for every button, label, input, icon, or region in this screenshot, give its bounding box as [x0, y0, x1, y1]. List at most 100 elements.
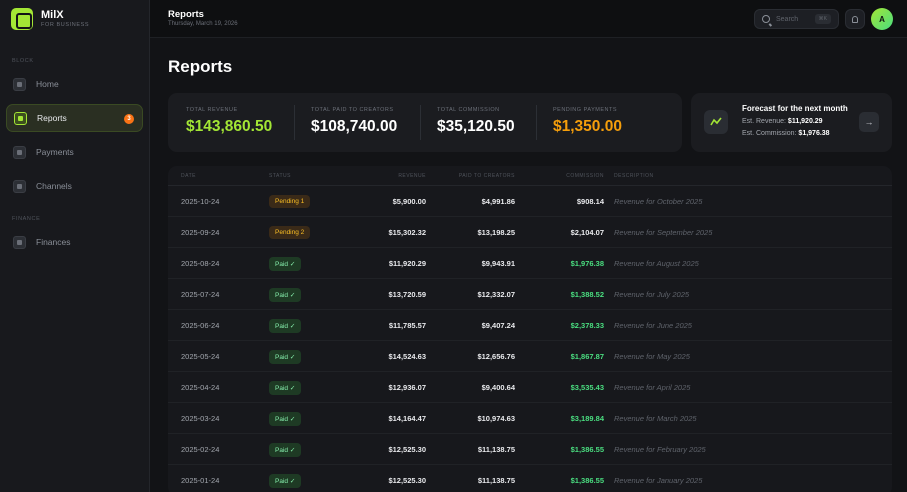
status-badge: Paid ✓ [269, 474, 302, 488]
sidebar-item-finances[interactable]: Finances [6, 228, 143, 256]
status-badge: Pending 2 [269, 226, 311, 239]
cell-date: 2025-01-24 [181, 476, 220, 485]
table-row[interactable]: 2025-04-24 Paid ✓ $12,936.07 $9,400.64 $3,53… [168, 372, 892, 403]
table-header: DATE STATUS REVENUE PAID TO CREATORS COM… [168, 166, 892, 186]
cell-date: 2025-06-24 [181, 321, 220, 330]
cell-description: Revenue for April 2025 [614, 383, 691, 392]
cell-description: Revenue for August 2025 [614, 259, 699, 268]
table-row[interactable]: 2025-09-24 Pending 2 $15,302.32 $13,198.25 $… [168, 217, 892, 248]
logo-icon [11, 8, 33, 30]
trend-icon [704, 110, 728, 134]
reports-table: DATE STATUS REVENUE PAID TO CREATORS COM… [168, 166, 892, 492]
cell-description: Revenue for January 2025 [614, 476, 703, 485]
cell-paid: $9,407.24 [481, 321, 515, 330]
cell-revenue: $15,302.32 [388, 228, 426, 237]
cell-paid: $11,138.75 [477, 476, 515, 485]
topbar-date: Thursday, March 19, 2026 [168, 21, 238, 27]
sidebar-item-payments[interactable]: Payments [6, 138, 143, 166]
stats-card: TOTAL REVENUE $143,860.50 TOTAL PAID TO … [168, 93, 682, 152]
sidebar-item-label: Payments [36, 147, 74, 157]
column-header-paid[interactable]: PAID TO CREATORS [458, 173, 515, 179]
stat-label: TOTAL PAID TO CREATORS [311, 107, 394, 113]
status-badge: Paid ✓ [269, 443, 302, 457]
cell-description: Revenue for September 2025 [614, 228, 713, 237]
cell-paid: $13,198.25 [477, 228, 515, 237]
sidebar-item-reports[interactable]: Reports 3 [6, 104, 143, 132]
column-header-commission[interactable]: COMMISSION [566, 173, 604, 179]
cell-paid: $12,332.07 [477, 290, 515, 299]
notifications-button[interactable] [845, 9, 865, 29]
table-row[interactable]: 2025-06-24 Paid ✓ $11,785.57 $9,407.24 $2,37… [168, 310, 892, 341]
cell-commission: $2,378.33 [570, 321, 604, 330]
sidebar-item-channels[interactable]: Channels [6, 172, 143, 200]
status-badge: Paid ✓ [269, 288, 302, 302]
column-header-description[interactable]: DESCRIPTION [614, 173, 654, 179]
cell-description: Revenue for June 2025 [614, 321, 692, 330]
shortcut-hint: ⌘K [814, 14, 831, 24]
search-icon [762, 15, 770, 23]
forecast-revenue-label: Est. Revenue: [742, 118, 786, 125]
table-row[interactable]: 2025-07-24 Paid ✓ $13,720.59 $12,332.07 $1,3… [168, 279, 892, 310]
cell-commission: $3,189.84 [570, 414, 604, 423]
search-input[interactable]: Search ⌘K [754, 9, 839, 29]
cell-description: Revenue for May 2025 [614, 352, 690, 361]
column-header-status[interactable]: STATUS [269, 173, 291, 179]
sidebar-section-label: BLOCK [12, 58, 34, 64]
topbar-title: Reports [168, 9, 204, 20]
cell-date: 2025-03-24 [181, 414, 220, 423]
page-title: Reports [168, 57, 233, 76]
stat-value: $143,860.50 [186, 118, 273, 135]
cell-revenue: $5,900.00 [392, 197, 426, 206]
cell-paid: $4,991.86 [481, 197, 515, 206]
status-badge: Paid ✓ [269, 412, 302, 426]
table-row[interactable]: 2025-08-24 Paid ✓ $11,920.29 $9,943.91 $1,97… [168, 248, 892, 279]
report-icon [14, 111, 27, 125]
forecast-commission-label: Est. Commission: [742, 130, 797, 137]
sidebar-item-home[interactable]: Home [6, 70, 143, 98]
status-badge: Paid ✓ [269, 257, 302, 271]
cell-revenue: $12,525.30 [388, 445, 426, 454]
status-pill: Paid ✓ [269, 381, 302, 395]
status-pill: Pending 1 [269, 195, 311, 208]
table-row[interactable]: 2025-05-24 Paid ✓ $14,524.63 $12,656.76 $1,8… [168, 341, 892, 372]
cell-description: Revenue for July 2025 [614, 290, 690, 299]
topbar: Reports Thursday, March 19, 2026 Search … [150, 0, 907, 38]
cell-paid: $10,974.63 [477, 414, 515, 423]
table-row[interactable]: 2025-10-24 Pending 1 $5,900.00 $4,991.86 $90… [168, 186, 892, 217]
cell-paid: $12,656.76 [477, 352, 515, 361]
forecast-title: Forecast for the next month [742, 104, 848, 113]
status-pill: Paid ✓ [269, 288, 302, 302]
sidebar-item-label: Channels [36, 181, 72, 191]
divider [294, 105, 295, 140]
cell-revenue: $12,936.07 [388, 383, 426, 392]
forecast-card[interactable]: Forecast for the next month Est. Revenue… [691, 93, 892, 152]
status-pill: Paid ✓ [269, 412, 302, 426]
arrow-right-icon[interactable]: → [859, 112, 879, 132]
cell-commission: $1,976.38 [570, 259, 604, 268]
column-header-revenue[interactable]: REVENUE [398, 173, 426, 179]
status-badge: Pending 1 [269, 195, 311, 208]
card-icon [13, 145, 26, 159]
status-pill: Paid ✓ [269, 257, 302, 271]
table-row[interactable]: 2025-03-24 Paid ✓ $14,164.47 $10,974.63 $3,1… [168, 403, 892, 434]
cell-commission: $1,386.55 [570, 476, 604, 485]
table-row[interactable]: 2025-01-24 Paid ✓ $12,525.30 $11,138.75 $1,3… [168, 465, 892, 492]
status-pill: Paid ✓ [269, 443, 302, 457]
stat-label: TOTAL REVENUE [186, 107, 238, 113]
avatar[interactable]: A [871, 8, 893, 30]
sidebar: MilX FOR BUSINESS BLOCK Home Reports 3 P… [0, 0, 150, 492]
status-pill: Paid ✓ [269, 474, 302, 488]
sidebar-section-label: FINANCE [12, 216, 41, 222]
brand[interactable]: MilX FOR BUSINESS [0, 0, 149, 38]
bell-icon [852, 15, 858, 23]
forecast-revenue: Est. Revenue: $11,920.29 [742, 118, 823, 125]
cell-revenue: $14,524.63 [388, 352, 426, 361]
cell-date: 2025-04-24 [181, 383, 220, 392]
table-row[interactable]: 2025-02-24 Paid ✓ $12,525.30 $11,138.75 $1,3… [168, 434, 892, 465]
column-header-date[interactable]: DATE [181, 173, 196, 179]
cell-revenue: $11,785.57 [388, 321, 426, 330]
cell-commission: $3,535.43 [570, 383, 604, 392]
notification-badge: 3 [124, 114, 134, 124]
cell-description: Revenue for October 2025 [614, 197, 703, 206]
status-pill: Pending 2 [269, 226, 311, 239]
